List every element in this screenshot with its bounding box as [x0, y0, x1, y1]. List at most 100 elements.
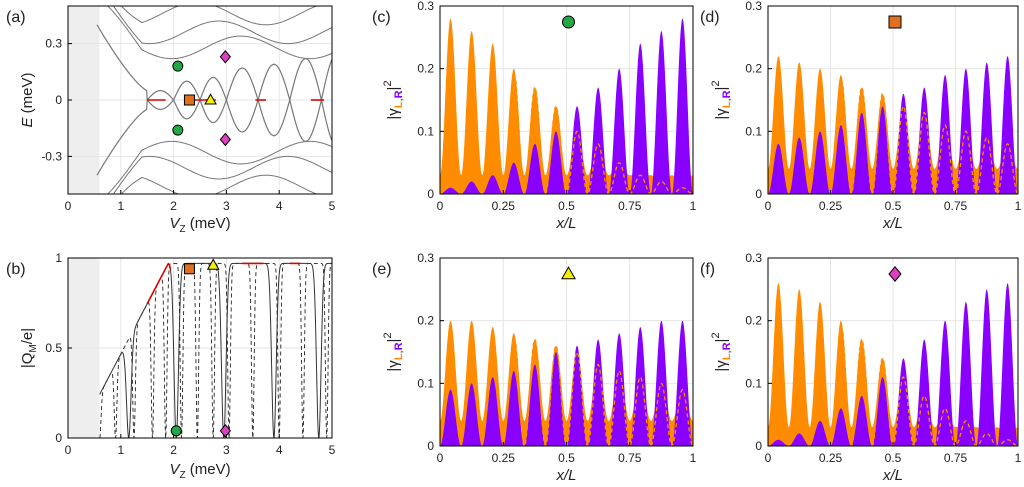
y-axis-label-d: |γL,R|2: [710, 80, 733, 119]
dashed-left-c: [515, 80, 693, 194]
panel-f: 0 0.25 0.5 0.75 1 0 0.1 0.2 0.3 (f) x/L |γL,R|2: [700, 251, 1022, 484]
y-tick-label-e-2: 0.2: [417, 314, 434, 328]
x-tick-label-b-1: 1: [117, 443, 124, 457]
marker-a-square-2: [183, 94, 195, 106]
x-tick-label-d-4: 1: [1015, 199, 1022, 213]
x-tick-label-b-2: 2: [170, 443, 177, 457]
y-tick-label-b-0: 0: [55, 431, 62, 445]
panel-label-d: (d): [700, 9, 720, 26]
x-tick-label-f-4: 1: [1015, 451, 1022, 465]
marker-a-diamond-4: [219, 49, 231, 64]
x-tick-label-a-5: 5: [329, 199, 336, 213]
panel-label-b: (b): [6, 261, 26, 278]
upper-band-2-1: [120, 174, 318, 194]
x-tick-label-a-4: 4: [276, 199, 283, 213]
x-tick-label-b-4: 4: [276, 443, 283, 457]
charge-red-segment-0: [146, 262, 172, 305]
charge-curve-dashed: [99, 262, 332, 438]
panel-label-c: (c): [372, 9, 391, 26]
x-axis-label-e: x/L: [555, 467, 576, 484]
y-tick-label-b-2: 1: [55, 251, 62, 265]
upper-band-1-0: [112, 6, 332, 45]
x-tick-label-c-2: 0.5: [558, 199, 575, 213]
y-tick-label-d-2: 0.2: [745, 62, 762, 76]
panel-e: 0 0.25 0.5 0.75 1 0 0.1 0.2 0.3 (e) x/L |γL,R|2: [372, 251, 697, 484]
x-axis-label-d: x/L: [882, 215, 903, 232]
y-tick-label-d-0: 0: [755, 187, 762, 201]
upper-band-2-0: [120, 6, 318, 26]
x-tick-label-d-2: 0.5: [885, 199, 902, 213]
x-tick-label-c-4: 1: [690, 199, 697, 213]
y-tick-label-d-1: 0.1: [745, 124, 762, 138]
upper-band-0-0: [107, 6, 332, 60]
marker-b-diamond-3: [219, 424, 231, 438]
x-axis-label-f: x/L: [882, 467, 903, 484]
upper-band-1-1: [112, 155, 332, 194]
y-axis-label-a: E (meV): [19, 72, 36, 127]
y-tick-label-f-0: 0: [755, 439, 762, 453]
area-left-c: [440, 18, 693, 194]
marker-a-circle-0: [172, 60, 184, 72]
x-tick-label-b-3: 3: [223, 443, 230, 457]
x-tick-label-d-0: 0: [765, 199, 772, 213]
x-tick-label-c-1: 0.25: [492, 199, 516, 213]
x-axis-label-c: x/L: [555, 215, 576, 232]
panel-label-e: (e): [372, 261, 392, 278]
marker-f-diamond: [888, 266, 902, 282]
y-axis-label-f: |γL,R|2: [710, 332, 733, 371]
y-axis-label-e: |γL,R|2: [382, 332, 405, 371]
y-tick-label-f-3: 0.3: [745, 251, 762, 265]
x-tick-label-b-0: 0: [65, 443, 72, 457]
low-energy-branch-0: [96, 24, 332, 103]
panel-d: 0 0.25 0.5 0.75 1 0 0.1 0.2 0.3 (d) x/L |γL,R|2: [700, 0, 1022, 232]
x-tick-label-a-3: 3: [223, 199, 230, 213]
y-tick-label-c-2: 0.2: [417, 62, 434, 76]
marker-a-triangle-3: [204, 93, 217, 105]
y-tick-label-e-1: 0.1: [417, 376, 434, 390]
y-tick-label-a-2: -0.3: [41, 149, 62, 163]
x-axis-label-b: VZ (meV): [169, 461, 230, 481]
panel-a: 0 1 2 3 4 5 0.3 0 -0.3 (a) VZ (meV) E (meV): [6, 5, 336, 235]
y-tick-label-e-0: 0: [427, 439, 434, 453]
area-right-e: [440, 320, 693, 446]
y-axis-label-c: |γL,R|2: [382, 80, 405, 119]
x-tick-label-c-0: 0: [437, 199, 444, 213]
y-tick-label-f-1: 0.1: [745, 376, 762, 390]
y-tick-label-d-3: 0.3: [745, 0, 762, 13]
x-tick-label-d-1: 0.25: [819, 199, 843, 213]
y-tick-label-b-1: 0.5: [45, 341, 62, 355]
y-tick-label-c-0: 0: [427, 187, 434, 201]
x-tick-label-e-2: 0.5: [558, 451, 575, 465]
x-tick-label-f-2: 0.5: [885, 451, 902, 465]
marker-b-square-0: [183, 263, 195, 275]
area-right-c: [440, 18, 693, 194]
profiles-c: [440, 18, 693, 194]
y-tick-label-e-3: 0.3: [417, 251, 434, 265]
marker-a-diamond-5: [219, 132, 231, 147]
marker-a-circle-1: [172, 124, 184, 136]
y-tick-label-c-3: 0.3: [417, 0, 434, 13]
x-tick-label-e-1: 0.25: [492, 451, 516, 465]
x-tick-label-f-3: 0.75: [944, 451, 968, 465]
figure-root: 0 1 2 3 4 50.30-0.3(a)VZ (meV)E (meV)0 1 2 3 4 500…: [6, 0, 1022, 484]
y-tick-label-f-2: 0.2: [745, 314, 762, 328]
panel-label-f: (f): [700, 261, 715, 278]
marker-e-triangle: [561, 266, 576, 280]
panel-label-a: (a): [6, 9, 26, 26]
panel-c: 0 0.25 0.5 0.75 1 0 0.1 0.2 0.3 (c) x/L |γL,R|2: [372, 0, 697, 232]
x-tick-label-f-1: 0.25: [819, 451, 843, 465]
x-tick-label-b-5: 5: [329, 443, 336, 457]
marker-b-circle-2: [170, 425, 182, 437]
y-tick-label-c-1: 0.1: [417, 124, 434, 138]
x-axis-label-a: VZ (meV): [169, 215, 230, 235]
x-tick-label-e-0: 0: [437, 451, 444, 465]
x-tick-label-e-4: 1: [690, 451, 697, 465]
low-energy-branch-1: [96, 97, 332, 176]
marker-b-triangle-1: [206, 258, 220, 270]
spectrum-lines: [96, 6, 332, 194]
x-tick-label-a-1: 1: [117, 199, 124, 213]
area-right-f: [768, 283, 1018, 446]
dashed-left-f: [842, 332, 1018, 446]
profiles-f: [768, 283, 1018, 446]
panel-b: 0 1 2 3 4 5 0 0.5 1 (b) VZ (meV) |QM/e|: [6, 251, 336, 481]
